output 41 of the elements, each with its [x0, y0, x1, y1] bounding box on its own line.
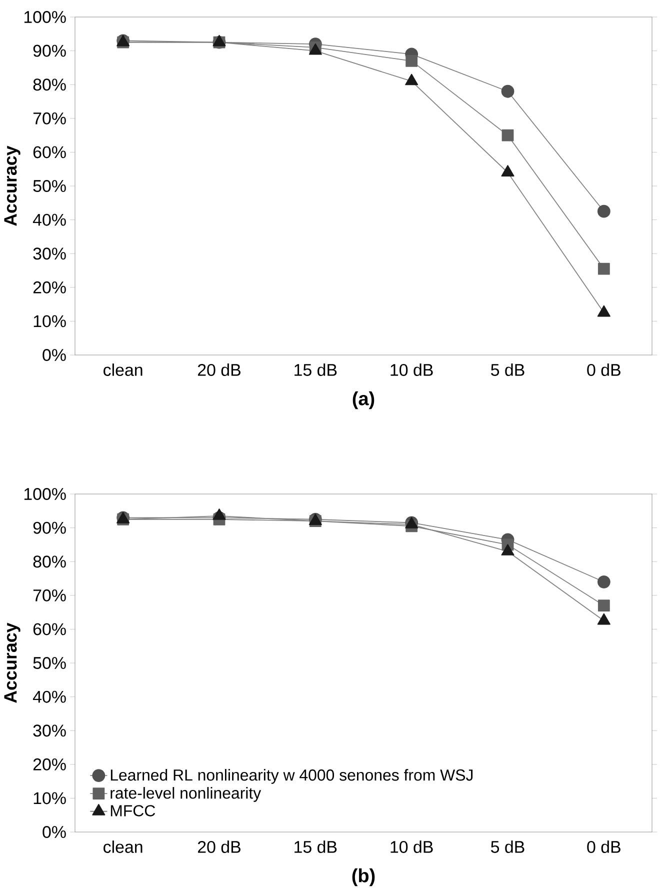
y-tick-label: 80% — [33, 556, 66, 568]
y-tick-label: 50% — [33, 657, 66, 670]
text: (b) — [352, 868, 375, 886]
y-tick-label: 40% — [32, 690, 66, 703]
y-tick-label: 70% — [33, 589, 66, 602]
y-tick-label: 80% — [33, 78, 66, 91]
x-tick-label: clean — [104, 364, 142, 376]
x-tick-label: 20 dB — [198, 364, 240, 376]
y-axis-title: Accuracy — [4, 146, 20, 226]
y-tick-label: 20% — [33, 281, 66, 294]
y-tick-label: 70% — [33, 112, 66, 124]
y-tick-label: 50% — [33, 180, 66, 192]
x-tick-label: clean — [104, 840, 142, 853]
legend-label: rate-level nonlinearity — [110, 787, 262, 802]
y-tick-label: 30% — [33, 724, 66, 737]
y-tick-label: 60% — [33, 623, 66, 636]
y-tick-label: 30% — [33, 248, 66, 260]
y-tick-label: 0% — [42, 826, 66, 838]
text: (a) — [352, 391, 374, 410]
y-tick-label: 90% — [33, 44, 66, 57]
x-tick-label: 0 dB — [587, 840, 620, 853]
x-tick-label: 15 dB — [294, 364, 337, 376]
y-axis-title: Accuracy — [4, 622, 20, 703]
legend-label: Learned RL nonlinearity w 4000 senones from WSJ — [110, 769, 473, 784]
y-tick-label: 0% — [42, 349, 66, 362]
y-tick-label: 10% — [34, 315, 66, 328]
x-tick-label: 5 dB — [491, 364, 524, 376]
y-tick-label: 40% — [32, 214, 66, 226]
legend-label: MFCC — [110, 805, 156, 816]
x-tick-label: 0 dB — [587, 364, 620, 376]
y-tick-label: 60% — [33, 146, 66, 158]
y-tick-label: 20% — [33, 758, 66, 770]
y-tick-label: 90% — [33, 522, 66, 534]
y-tick-label: 100% — [24, 11, 66, 24]
x-tick-label: 5 dB — [491, 840, 524, 853]
x-tick-label: 15 dB — [294, 840, 337, 853]
y-tick-label: 100% — [24, 488, 66, 500]
x-tick-label: 10 dB — [390, 364, 433, 376]
y-tick-label: 10% — [34, 792, 66, 804]
x-tick-label: 10 dB — [390, 840, 433, 853]
x-tick-label: 20 dB — [198, 840, 240, 853]
